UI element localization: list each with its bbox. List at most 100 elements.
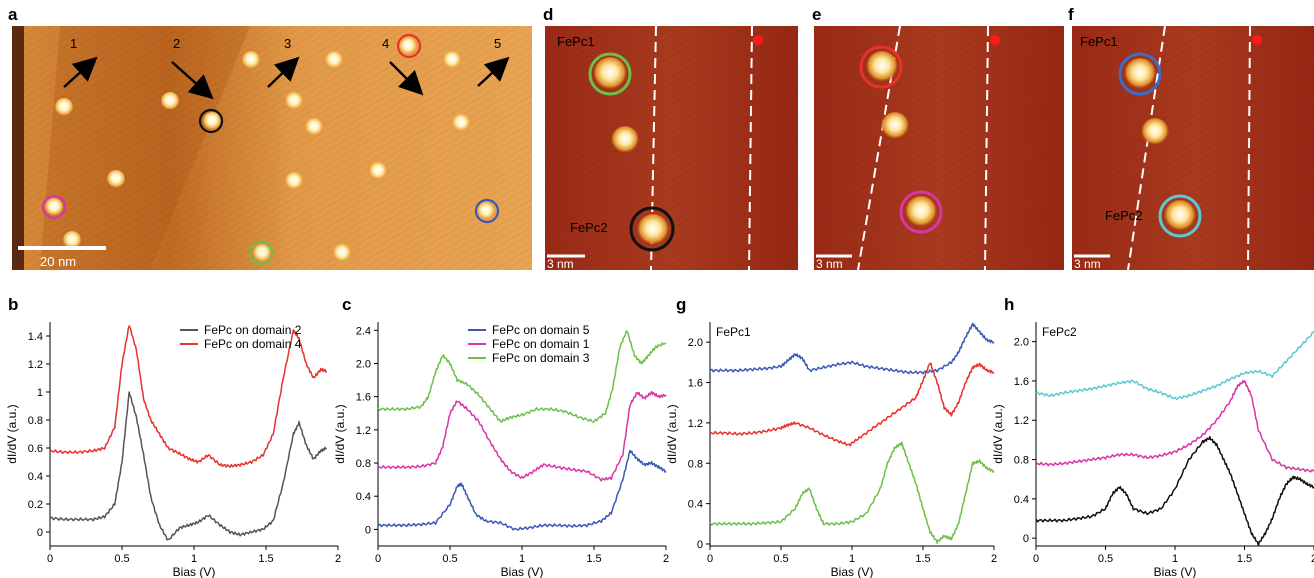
molecule <box>881 112 909 140</box>
domain-number-3: 3 <box>284 36 291 51</box>
series-line <box>377 390 667 482</box>
x-tick-label: 1 <box>191 553 197 565</box>
ring-red <box>859 45 903 89</box>
y-tick-label: 1.2 <box>28 359 43 371</box>
x-tick-label: 0 <box>375 553 381 565</box>
series-line <box>1035 380 1314 473</box>
arrow <box>389 61 424 96</box>
x-tick-label: 0 <box>47 553 53 565</box>
y-tick-label: 1.2 <box>1014 415 1029 427</box>
molecule <box>305 118 323 136</box>
series-line <box>49 391 328 541</box>
series-line <box>377 330 667 423</box>
panel-label-h: h <box>1004 295 1014 314</box>
molecule-fepc1 <box>1124 58 1156 90</box>
chart-panel-h: 0 0.5 1 1.5 2 0 0.4 0.8 1.2 1.6 2.0 Bias (V) dI/dV (… <box>991 322 1314 578</box>
chart-panel-g: 0 0.5 1 1.5 2 0 0.4 0.8 1.2 1.6 2.0 Bias (V) dI/dV (… <box>665 322 997 578</box>
tip-marker <box>753 35 763 45</box>
domain-boundary <box>748 25 753 271</box>
domain-number-5: 5 <box>494 36 501 51</box>
panel-e: e 3 nm <box>812 5 1064 271</box>
panel-a: a 1 2 3 4 5 20 nm <box>8 5 532 270</box>
molecule <box>285 92 303 110</box>
arrow <box>267 56 300 88</box>
arrow <box>477 56 510 87</box>
legend-entry: FePc on domain 2 <box>204 323 302 337</box>
y-axis-label: dI/dV (a.u.) <box>991 404 1005 463</box>
legend-entry: FePc on domain 4 <box>204 337 302 351</box>
y-tick-label: 2.0 <box>1014 337 1029 349</box>
chart-panel-c: 0 0.5 1 1.5 2 0 0.4 0.8 1.2 1.6 2.0 2.4 Bias (V) dI/d… <box>333 322 669 578</box>
molecule <box>452 114 470 132</box>
y-axis-label: dI/dV (a.u.) <box>5 404 19 463</box>
molecule <box>333 244 351 262</box>
domain-boundary <box>984 25 989 271</box>
y-tick-label: 0.8 <box>356 458 371 470</box>
label-fepc1: FePc1 <box>1080 34 1118 49</box>
x-tick-label: 2 <box>1311 553 1314 565</box>
x-tick-label: 1.5 <box>258 553 273 565</box>
label-fepc2: FePc2 <box>570 220 608 235</box>
chart-title: FePc1 <box>716 325 751 339</box>
y-tick-label: 1.4 <box>28 331 43 343</box>
molecule <box>253 244 271 262</box>
x-tick-label: 2 <box>335 553 341 565</box>
scale-bar-label-d: 3 nm <box>547 257 574 271</box>
x-axis-label: Bias (V) <box>831 565 874 578</box>
molecule-fepc1 <box>866 51 898 83</box>
ring-magenta <box>899 190 943 234</box>
x-tick-label: 2 <box>991 553 997 565</box>
molecule <box>45 198 63 216</box>
domain-boundary <box>1247 25 1251 271</box>
image-edge <box>12 26 24 270</box>
x-tick-label: 1 <box>1172 553 1178 565</box>
ring-cyan <box>1158 194 1202 238</box>
tip-marker <box>990 35 1000 45</box>
molecule <box>242 51 260 69</box>
x-tick-label: 1.5 <box>586 553 601 565</box>
y-tick-label: 1.2 <box>356 425 371 437</box>
molecule-fepc2 <box>905 196 937 228</box>
chart-panel-b: 0 0.5 1 1.5 2 0 0.2 0.4 0.6 0.8 1 1.2 1.4 Bias (V) dI/… <box>5 322 341 578</box>
domain-number-1: 1 <box>70 36 77 51</box>
x-tick-label: 0.5 <box>1098 553 1113 565</box>
highlight-ring <box>248 240 274 266</box>
panel-f: f FePc1 FePc2 3 nm <box>1068 5 1314 271</box>
y-tick-label: 2.0 <box>356 358 371 370</box>
y-tick-label: 1.6 <box>356 392 371 404</box>
x-axis-label: Bias (V) <box>173 565 216 578</box>
y-tick-label: 1.2 <box>688 418 703 430</box>
y-tick-label: 0 <box>697 539 703 551</box>
y-tick-label: 0 <box>37 527 43 539</box>
series-line <box>377 449 667 531</box>
y-tick-label: 0 <box>365 524 371 536</box>
y-tick-label: 0.6 <box>28 443 43 455</box>
x-axis-label: Bias (V) <box>501 565 544 578</box>
x-tick-label: 0.5 <box>773 553 788 565</box>
direction-arrows <box>63 56 510 100</box>
molecule <box>1141 118 1169 146</box>
molecule <box>203 112 221 130</box>
highlight-ring <box>396 33 422 59</box>
chart-title: FePc2 <box>1042 325 1077 339</box>
y-tick-label: 1.6 <box>1014 376 1029 388</box>
series-line <box>709 322 995 375</box>
arrow <box>63 56 98 88</box>
domain-number-4: 4 <box>382 36 389 51</box>
molecule-fepc2 <box>1164 200 1196 232</box>
y-tick-label: 0.4 <box>28 471 43 483</box>
molecule <box>369 162 387 180</box>
legend-entry: FePc on domain 5 <box>492 323 590 337</box>
y-tick-label: 2.0 <box>688 337 703 349</box>
series-line <box>709 362 995 447</box>
ring-black <box>629 206 675 252</box>
y-tick-label: 0.4 <box>356 491 371 503</box>
y-axis-label: dI/dV (a.u.) <box>333 404 347 463</box>
x-tick-label: 0.5 <box>114 553 129 565</box>
panel-label-g: g <box>676 295 686 314</box>
scale-bar-label-e: 3 nm <box>816 257 843 271</box>
series-line <box>1035 331 1314 401</box>
y-tick-label: 0.8 <box>688 458 703 470</box>
x-tick-label: 1 <box>849 553 855 565</box>
